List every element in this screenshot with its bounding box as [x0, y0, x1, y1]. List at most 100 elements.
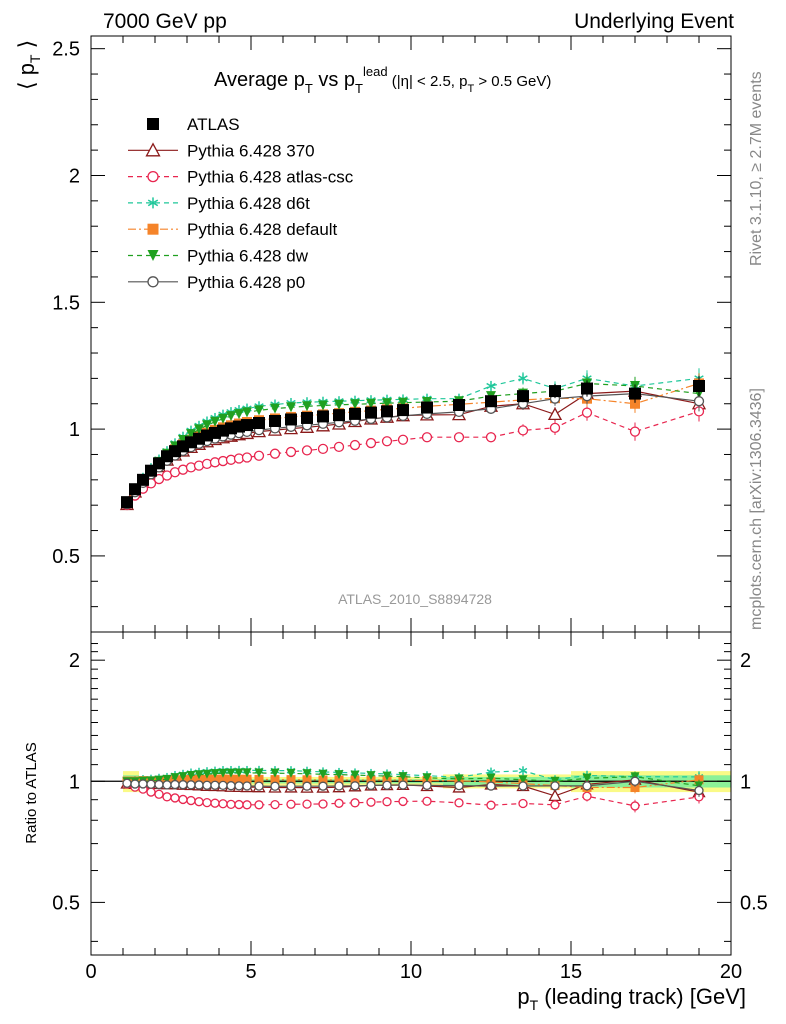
ratio-point-pythia-6-428-atlas-csc: [242, 800, 252, 810]
point-atlas: [253, 417, 265, 430]
point-pythia-6-428-dw: [242, 407, 252, 418]
ratio-point-pythia-6-428-atlas-csc: [254, 800, 264, 810]
ratio-point-pythia-6-428-atlas-csc: [194, 797, 204, 807]
ratio-point-pythia-6-428-atlas-csc: [186, 795, 196, 806]
point-atlas: [381, 405, 393, 418]
ratio-point-pythia-6-428-p0: [242, 781, 252, 791]
point-pythia-6-428-atlas-csc: [485, 432, 497, 443]
point-atlas: [333, 409, 345, 422]
ratio-point-pythia-6-428-atlas-csc: [270, 799, 280, 810]
ratio-point-pythia-6-428-atlas-csc: [454, 798, 464, 808]
point-pythia-6-428-dw: [350, 399, 360, 410]
point-pythia-6-428-atlas-csc: [365, 437, 377, 449]
ratio-point-pythia-6-428-atlas-csc: [202, 797, 212, 808]
ratio-panel-ticks: [90, 632, 732, 955]
point-pythia-6-428-dw: [318, 400, 328, 411]
point-pythia-6-428-atlas-csc: [333, 441, 345, 453]
point-atlas: [349, 407, 361, 420]
legend-label-pythia-6-428-370: Pythia 6.428 370: [187, 141, 315, 160]
point-pythia-6-428-dw: [382, 398, 392, 409]
ratio-panel-frame: [90, 631, 732, 956]
x-axis-label: pT (leading track) [GeV]: [517, 984, 746, 1013]
point-pythia-6-428-atlas-csc: [397, 434, 409, 445]
legend-marker-pythia-6-428-dw: [147, 250, 159, 261]
legend-label-pythia-6-428-default: Pythia 6.428 default: [187, 220, 338, 239]
main-panel-ticks: [90, 36, 732, 633]
ratio-point-pythia-6-428-d6t: [518, 766, 528, 776]
series-line-pythia-6-428-370: [126, 390, 700, 505]
point-atlas: [137, 473, 149, 486]
point-pythia-6-428-atlas-csc: [517, 425, 529, 436]
analysis-id: ATLAS_2010_S8894728: [338, 591, 492, 607]
ratio-point-pythia-6-428-default: [286, 775, 296, 785]
point-pythia-6-428-atlas-csc: [317, 443, 329, 455]
ratio-point-pythia-6-428-dw: [194, 770, 204, 780]
y-tick-label-right: 0.5: [740, 892, 768, 914]
point-atlas: [269, 414, 281, 427]
ratio-point-pythia-6-428-d6t-stroke: [518, 767, 528, 774]
y-tick-label: 1: [69, 419, 80, 441]
ratio-point-pythia-6-428-atlas-csc: [350, 798, 360, 808]
point-pythia-6-428-atlas-csc: [421, 432, 433, 443]
ratio-point-pythia-6-428-dw: [382, 771, 392, 781]
ratio-point-pythia-6-428-default: [334, 775, 344, 785]
point-atlas: [421, 401, 433, 414]
ratio-point-pythia-6-428-dw: [178, 772, 188, 782]
point-pythia-6-428-p0: [693, 396, 705, 407]
ratio-point-pythia-6-428-dw: [286, 768, 296, 778]
ratio-point-pythia-6-428-p0: [350, 781, 360, 791]
ratio-point-pythia-6-428-dw: [422, 773, 432, 783]
ratio-point-pythia-6-428-atlas-csc: [582, 791, 592, 801]
ratio-point-pythia-6-428-p0: [694, 785, 704, 796]
ratio-point-pythia-6-428-dw: [454, 774, 464, 784]
ratio-point-pythia-6-428-atlas-csc: [302, 799, 312, 809]
ratio-point-pythia-6-428-p0: [210, 780, 220, 790]
ratio-point-pythia-6-428-p0: [194, 780, 204, 790]
x-tick-label: 10: [400, 961, 422, 983]
ratio-point-pythia-6-428-atlas-csc: [146, 787, 156, 797]
ratio-point-pythia-6-428-p0: [454, 780, 464, 791]
ratio-point-pythia-6-428-atlas-csc: [170, 793, 180, 803]
ratio-point-pythia-6-428-atlas-csc: [154, 789, 164, 799]
ratio-point-pythia-6-428-atlas-csc: [398, 796, 408, 807]
point-pythia-6-428-atlas-csc: [301, 445, 313, 456]
main-ylabel: ⟨ pT ⟩: [14, 40, 43, 90]
point-pythia-6-428-dw: [234, 409, 244, 420]
ratio-point-pythia-6-428-p0: [302, 781, 312, 791]
point-atlas: [301, 411, 313, 424]
legend-label-atlas: ATLAS: [187, 115, 240, 134]
ratio-point-pythia-6-428-dw: [486, 773, 496, 783]
point-pythia-6-428-370: [547, 407, 563, 421]
ratio-point-pythia-6-428-default: [194, 774, 204, 784]
ratio-panel-series: [91, 765, 731, 813]
ratio-point-pythia-6-428-default: [630, 783, 640, 793]
legend-marker-pythia-6-428-atlas-csc: [147, 170, 159, 183]
ratio-point-pythia-6-428-dw: [334, 770, 344, 780]
legend-label-pythia-6-428-dw: Pythia 6.428 dw: [187, 247, 309, 266]
ratio-point-pythia-6-428-dw: [242, 768, 252, 778]
main-y-tick-labels: 0.5 1 1.5 2 2.5: [52, 39, 80, 568]
y-tick-label: 1.5: [52, 292, 80, 314]
legend-marker-pythia-6-428-d6t: [147, 197, 159, 209]
point-pythia-6-428-d6t: [518, 373, 528, 384]
ratio-y-tick-labels: 0.5 0.5 1 1 2 2: [52, 650, 768, 914]
point-atlas: [485, 395, 497, 408]
point-pythia-6-428-atlas-csc: [629, 426, 641, 437]
point-atlas: [397, 404, 409, 417]
ratio-point-pythia-6-428-atlas-csc: [518, 798, 528, 809]
legend-marker-pythia-6-428-p0: [147, 276, 159, 288]
ratio-point-pythia-6-428-default: [350, 775, 360, 785]
ratio-point-pythia-6-428-p0: [154, 779, 164, 790]
point-pythia-6-428-dw: [286, 402, 296, 413]
x-tick-labels: 0 5 10 15 20: [85, 961, 742, 983]
ratio-point-pythia-6-428-p0: [486, 781, 496, 791]
ratio-point-pythia-6-428-p0: [234, 781, 244, 791]
ratio-point-pythia-6-428-default: [270, 775, 280, 785]
ratio-point-pythia-6-428-p0: [218, 780, 228, 791]
point-pythia-6-428-d6t-stroke: [486, 382, 496, 390]
y-tick-label: 2: [69, 165, 80, 187]
point-atlas: [129, 483, 141, 496]
y-tick-label: 2.5: [52, 39, 80, 61]
ratio-point-pythia-6-428-p0: [286, 781, 296, 791]
